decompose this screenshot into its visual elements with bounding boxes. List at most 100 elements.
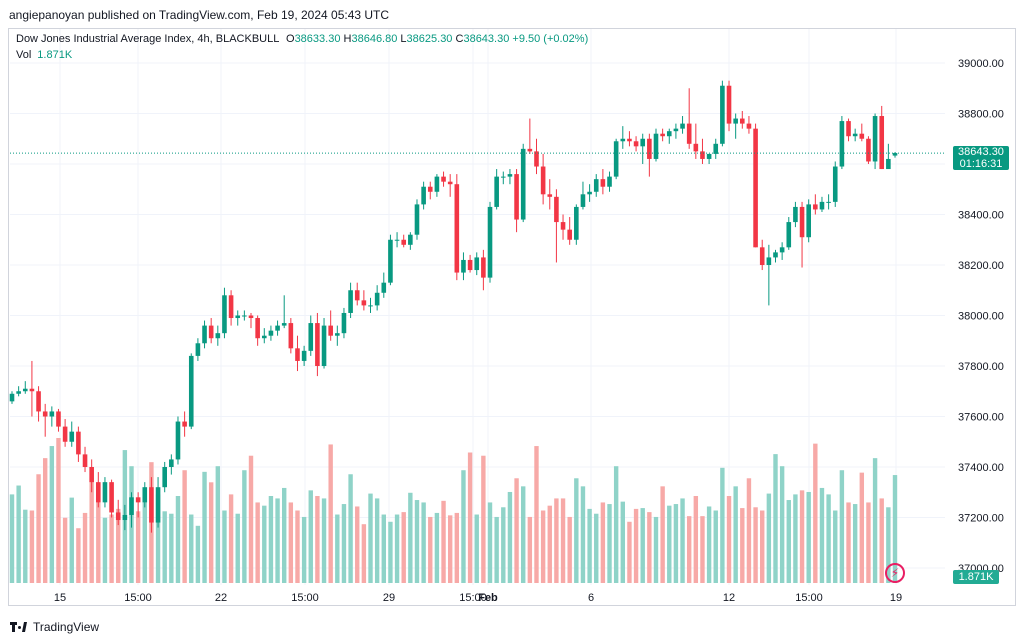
candle-body — [122, 514, 128, 521]
candle-body — [560, 222, 566, 230]
volume-bar — [786, 500, 791, 583]
volume-bar — [607, 504, 612, 583]
volume-bar — [275, 498, 280, 583]
volume-bar — [720, 467, 725, 583]
price-tick-label: 37800.00 — [958, 361, 1004, 373]
candle-body — [879, 116, 885, 170]
candle-body — [647, 138, 652, 159]
candle-body — [96, 482, 101, 503]
candle-body — [275, 325, 280, 331]
volume-bar — [447, 515, 453, 583]
volume-bar — [872, 458, 878, 583]
volume-bar — [394, 514, 400, 583]
volume-bar — [62, 517, 68, 583]
volume-bar — [222, 510, 227, 583]
volume-bar — [49, 446, 55, 583]
volume-bar — [852, 504, 858, 583]
candle-body — [680, 123, 685, 129]
candle-body — [341, 312, 347, 334]
volume-bar — [155, 494, 161, 583]
candle-body — [859, 133, 865, 139]
candle-body — [593, 179, 599, 192]
volume-bar — [467, 452, 473, 583]
volume-bar — [282, 487, 287, 583]
footer[interactable]: TradingView — [10, 620, 99, 634]
open-value: 38633.30 — [294, 33, 341, 45]
low-label: L — [400, 33, 407, 45]
candle-body — [886, 158, 891, 170]
candle-body — [534, 151, 539, 167]
volume-bar — [706, 506, 712, 583]
volume-bar — [554, 498, 559, 583]
time-tick-label: 15:00 — [459, 592, 487, 604]
volume-bar — [866, 502, 871, 583]
volume-bar — [613, 466, 619, 583]
candle-body — [49, 411, 55, 417]
volume-bar — [507, 491, 513, 583]
volume-bar — [892, 475, 898, 583]
volume-bar — [341, 504, 347, 583]
volume-bar — [109, 514, 114, 583]
volume-bar — [760, 510, 765, 583]
volume-bar — [633, 508, 639, 583]
volume-bar — [653, 516, 659, 583]
volume-bar — [660, 486, 665, 583]
volume-bar — [753, 507, 758, 583]
candle-body — [826, 201, 831, 203]
candle-body — [56, 411, 61, 427]
volume-bar — [713, 510, 718, 583]
candle-body — [640, 138, 646, 147]
candle-body — [726, 85, 732, 124]
time-tick-label: 19 — [890, 592, 902, 604]
time-tick-label: 12 — [723, 592, 735, 604]
candle-body — [467, 259, 473, 271]
volume-legend: Vol 1.871K — [16, 49, 72, 61]
candle-body — [520, 148, 526, 220]
candle-body — [414, 204, 420, 235]
candle-body — [706, 153, 712, 159]
candle-body — [660, 133, 665, 137]
volume-bar — [374, 498, 380, 583]
candle-body — [215, 333, 221, 339]
top-bar: angiepanoyan published on TradingView.co… — [0, 0, 1024, 30]
candle-body — [686, 123, 692, 144]
candle-body — [182, 421, 187, 427]
volume-bar — [368, 493, 373, 583]
price-tick-label: 39000.00 — [958, 58, 1004, 70]
candle-body — [607, 176, 612, 187]
candle-body — [779, 247, 785, 253]
candle-body — [115, 512, 121, 521]
publisher-line: angiepanoyan published on TradingView.co… — [9, 8, 390, 22]
volume-bar — [69, 497, 74, 583]
volume-bar — [301, 516, 307, 583]
candle-body — [9, 393, 15, 402]
time-tick-label: 29 — [383, 592, 395, 604]
candle-body — [401, 239, 407, 245]
volume-bar — [686, 516, 692, 583]
candle-body — [255, 318, 260, 339]
volume-bar — [315, 496, 320, 583]
volume-bar — [328, 444, 333, 583]
volume-bar — [839, 470, 845, 583]
ohlc-values: O38633.30 H38646.80 L38625.30 C38643.30 … — [286, 33, 588, 45]
candle-body — [793, 206, 798, 223]
volume-bar — [501, 507, 506, 583]
time-tick-label: 15:00 — [795, 592, 823, 604]
candle-body — [421, 186, 426, 205]
volume-bar — [175, 496, 181, 583]
candle-body — [613, 141, 619, 177]
volume-bar — [640, 508, 645, 583]
volume-bar — [335, 514, 340, 583]
candle-body — [627, 138, 632, 142]
volume-bar — [96, 494, 101, 583]
volume-bar — [574, 478, 579, 583]
volume-bar — [779, 466, 785, 583]
lightning-icon[interactable]: ⚡ — [885, 563, 905, 583]
volume-bar — [228, 494, 234, 583]
candle-body — [733, 118, 738, 124]
volume-bar — [162, 511, 167, 583]
volume-bar — [521, 486, 526, 583]
candle-body — [208, 325, 214, 339]
volume-bar — [580, 486, 586, 583]
